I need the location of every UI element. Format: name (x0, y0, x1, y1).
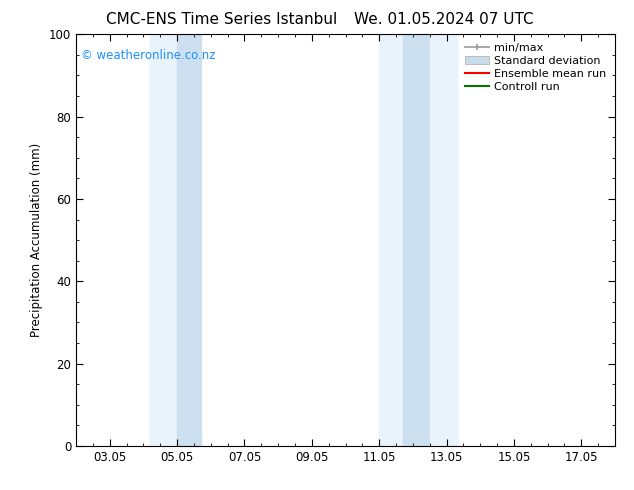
Bar (379, 34, 403, 446)
Bar (150, 34, 177, 446)
Text: We. 01.05.2024 07 UTC: We. 01.05.2024 07 UTC (354, 12, 534, 27)
Text: © weatheronline.co.nz: © weatheronline.co.nz (81, 49, 216, 62)
Legend: min/max, Standard deviation, Ensemble mean run, Controll run: min/max, Standard deviation, Ensemble me… (462, 40, 609, 95)
Bar (403, 34, 430, 446)
Bar (177, 34, 201, 446)
Bar (430, 34, 456, 446)
Y-axis label: Precipitation Accumulation (mm): Precipitation Accumulation (mm) (30, 143, 43, 337)
Text: CMC-ENS Time Series Istanbul: CMC-ENS Time Series Istanbul (107, 12, 337, 27)
